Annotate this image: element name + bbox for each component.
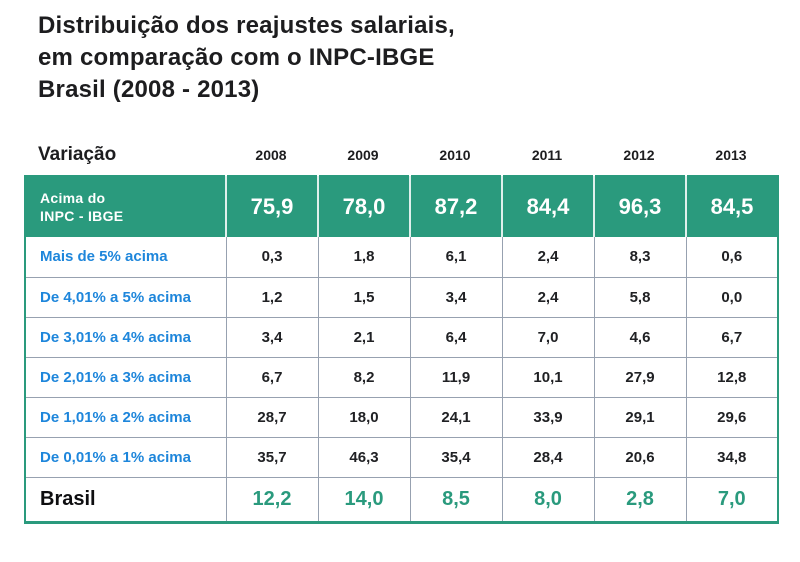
table-cell: 10,1 [501,357,594,398]
row-label: Mais de 5% acima [25,237,226,278]
table-cell: 0,0 [685,277,778,318]
table-cell: 2,1 [317,317,410,358]
column-header-2008: 2008 [255,147,287,163]
table-cell: 2,4 [501,277,594,318]
page-title: Distribuição dos reajustes salariais, em… [38,10,455,106]
column-header-2013: 2013 [715,147,747,163]
column-header-2012: 2012 [623,147,655,163]
row-label-brasil: Brasil [25,477,226,522]
salary-adjustment-table: Acima do INPC - IBGE 75,9 78,0 87,2 84,4… [24,175,779,524]
table-cell: 84,4 [501,176,594,237]
table-column-header: Variação 2008 2009 2010 2011 2012 2013 [24,144,777,166]
table-cell: 6,7 [685,317,778,358]
table-row: De 4,01% a 5% acima 1,2 1,5 3,4 2,4 5,8 … [25,277,778,318]
table-cell: 20,6 [593,437,686,478]
title-line-3: Brasil (2008 - 2013) [38,76,260,103]
title-line-1: Distribuição dos reajustes salariais, [38,12,455,39]
row-label: De 2,01% a 3% acima [25,357,226,398]
row-label: De 0,01% a 1% acima [25,437,226,478]
table-row: De 0,01% a 1% acima 35,7 46,3 35,4 28,4 … [25,437,778,478]
table-row-highlight: Acima do INPC - IBGE 75,9 78,0 87,2 84,4… [25,176,778,237]
table-cell: 28,7 [225,397,318,438]
table-cell: 4,6 [593,317,686,358]
table-cell: 8,5 [409,477,502,522]
table-cell: 2,8 [593,477,686,522]
table-cell: 27,9 [593,357,686,398]
table-cell: 12,2 [225,477,318,522]
table-cell: 28,4 [501,437,594,478]
table-row: De 3,01% a 4% acima 3,4 2,1 6,4 7,0 4,6 … [25,317,778,358]
table-cell: 35,4 [409,437,502,478]
table-cell: 46,3 [317,437,410,478]
row-label: De 1,01% a 2% acima [25,397,226,438]
table-cell: 3,4 [225,317,318,358]
table-cell: 6,1 [409,237,502,278]
table-cell: 24,1 [409,397,502,438]
table-cell: 33,9 [501,397,594,438]
table-cell: 35,7 [225,437,318,478]
table-cell: 6,7 [225,357,318,398]
table-cell: 8,0 [501,477,594,522]
table-cell: 75,9 [225,176,318,237]
row-label: De 3,01% a 4% acima [25,317,226,358]
column-header-2010: 2010 [439,147,471,163]
table-cell: 7,0 [501,317,594,358]
table-cell: 87,2 [409,176,502,237]
table-cell: 96,3 [593,176,686,237]
table-cell: 29,1 [593,397,686,438]
column-header-variacao: Variação [38,144,117,165]
table-cell: 0,6 [685,237,778,278]
row-label-acima-inpc: Acima do INPC - IBGE [25,176,226,237]
column-header-2009: 2009 [347,147,379,163]
table-cell: 7,0 [685,477,778,522]
table-cell: 8,3 [593,237,686,278]
row-label-line-1: Acima do [40,190,106,206]
table-cell: 1,8 [317,237,410,278]
table-cell: 6,4 [409,317,502,358]
row-label-line-2: INPC - IBGE [40,208,124,224]
row-label: De 4,01% a 5% acima [25,277,226,318]
table-cell: 3,4 [409,277,502,318]
table-cell: 1,2 [225,277,318,318]
table-cell: 29,6 [685,397,778,438]
table-row: Mais de 5% acima 0,3 1,8 6,1 2,4 8,3 0,6 [25,237,778,278]
table-cell: 18,0 [317,397,410,438]
table-cell: 2,4 [501,237,594,278]
table-cell: 12,8 [685,357,778,398]
column-header-2011: 2011 [531,147,563,163]
table-cell: 14,0 [317,477,410,522]
table-cell: 1,5 [317,277,410,318]
title-line-2: em comparação com o INPC-IBGE [38,44,435,71]
table-cell: 5,8 [593,277,686,318]
table-cell: 78,0 [317,176,410,237]
table-cell: 8,2 [317,357,410,398]
table-cell: 34,8 [685,437,778,478]
table-row: De 2,01% a 3% acima 6,7 8,2 11,9 10,1 27… [25,357,778,398]
table-cell: 0,3 [225,237,318,278]
table-cell: 84,5 [685,176,778,237]
table-row: De 1,01% a 2% acima 28,7 18,0 24,1 33,9 … [25,397,778,438]
table-row-brasil: Brasil 12,2 14,0 8,5 8,0 2,8 7,0 [25,477,778,522]
table-cell: 11,9 [409,357,502,398]
